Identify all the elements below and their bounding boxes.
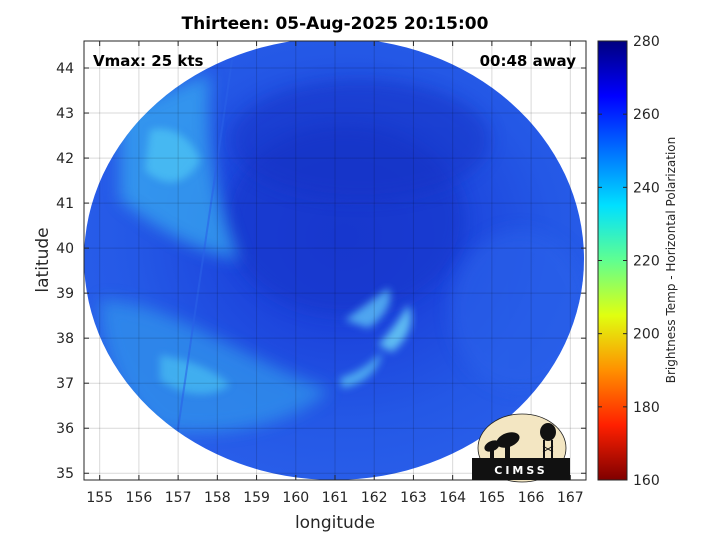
grid-lines xyxy=(84,41,586,480)
x-axis-ticks: 155 156 157 158 159 160 161 162 163 164 165 166 167 xyxy=(86,41,584,506)
cimss-logo: CIMSS xyxy=(472,413,570,483)
north-dark-region xyxy=(230,80,490,200)
y-tick-label: 40 xyxy=(56,241,74,257)
y-tick-label: 38 xyxy=(56,331,74,347)
colorbar-tick-label: 280 xyxy=(633,34,660,50)
y-tick-label: 41 xyxy=(56,196,74,212)
colorbar-tick-label: 240 xyxy=(633,180,660,196)
x-tick-label: 160 xyxy=(282,490,309,506)
colorbar-ticks: 280 260 240 220 200 180 160 xyxy=(598,34,660,489)
satellite-dish-icon xyxy=(484,432,520,459)
spiral-arm-south xyxy=(340,352,382,388)
x-tick-label: 157 xyxy=(165,490,192,506)
x-tick-label: 164 xyxy=(439,490,466,506)
y-tick-label: 36 xyxy=(56,421,74,437)
spiral-arm-north xyxy=(345,288,391,328)
x-tick-label: 163 xyxy=(400,490,427,506)
x-tick-label: 158 xyxy=(204,490,231,506)
colorbar xyxy=(597,40,628,481)
figure-title: Thirteen: 05-Aug-2025 20:15:00 xyxy=(181,14,489,34)
tower-icon xyxy=(540,423,556,458)
logo-text: CIMSS xyxy=(494,464,547,477)
x-tick-label: 155 xyxy=(86,490,113,506)
x-tick-label: 156 xyxy=(126,490,153,506)
y-tick-label: 43 xyxy=(56,106,74,122)
colorbar-tick-label: 180 xyxy=(633,400,660,416)
vmax-label: Vmax: 25 kts xyxy=(93,52,204,70)
y-tick-label: 37 xyxy=(56,376,74,392)
x-axis-label: longitude xyxy=(295,513,375,533)
x-tick-label: 162 xyxy=(361,490,388,506)
y-tick-label: 35 xyxy=(56,466,74,482)
time-away-label: 00:48 away xyxy=(479,52,576,70)
y-tick-label: 44 xyxy=(56,61,74,77)
colorbar-label: Brightness Temp - Horizontal Polarizatio… xyxy=(664,137,678,384)
y-axis-ticks: 35 36 37 38 39 40 41 42 43 44 xyxy=(56,61,586,482)
y-tick-label: 42 xyxy=(56,151,74,167)
x-tick-label: 165 xyxy=(479,490,506,506)
southwest-band xyxy=(100,300,330,433)
colorbar-tick-label: 220 xyxy=(633,254,660,270)
x-tick-label: 167 xyxy=(557,490,584,506)
spiral-arm-east xyxy=(378,305,412,352)
y-tick-label: 39 xyxy=(56,286,74,302)
y-axis-label: latitude xyxy=(33,227,53,292)
colorbar-tick-label: 160 xyxy=(633,473,660,489)
x-tick-label: 166 xyxy=(518,490,545,506)
microwave-image xyxy=(84,41,584,480)
colorbar-tick-label: 200 xyxy=(633,327,660,343)
x-tick-label: 159 xyxy=(243,490,270,506)
colorbar-tick-label: 260 xyxy=(633,107,660,123)
x-tick-label: 161 xyxy=(322,490,349,506)
